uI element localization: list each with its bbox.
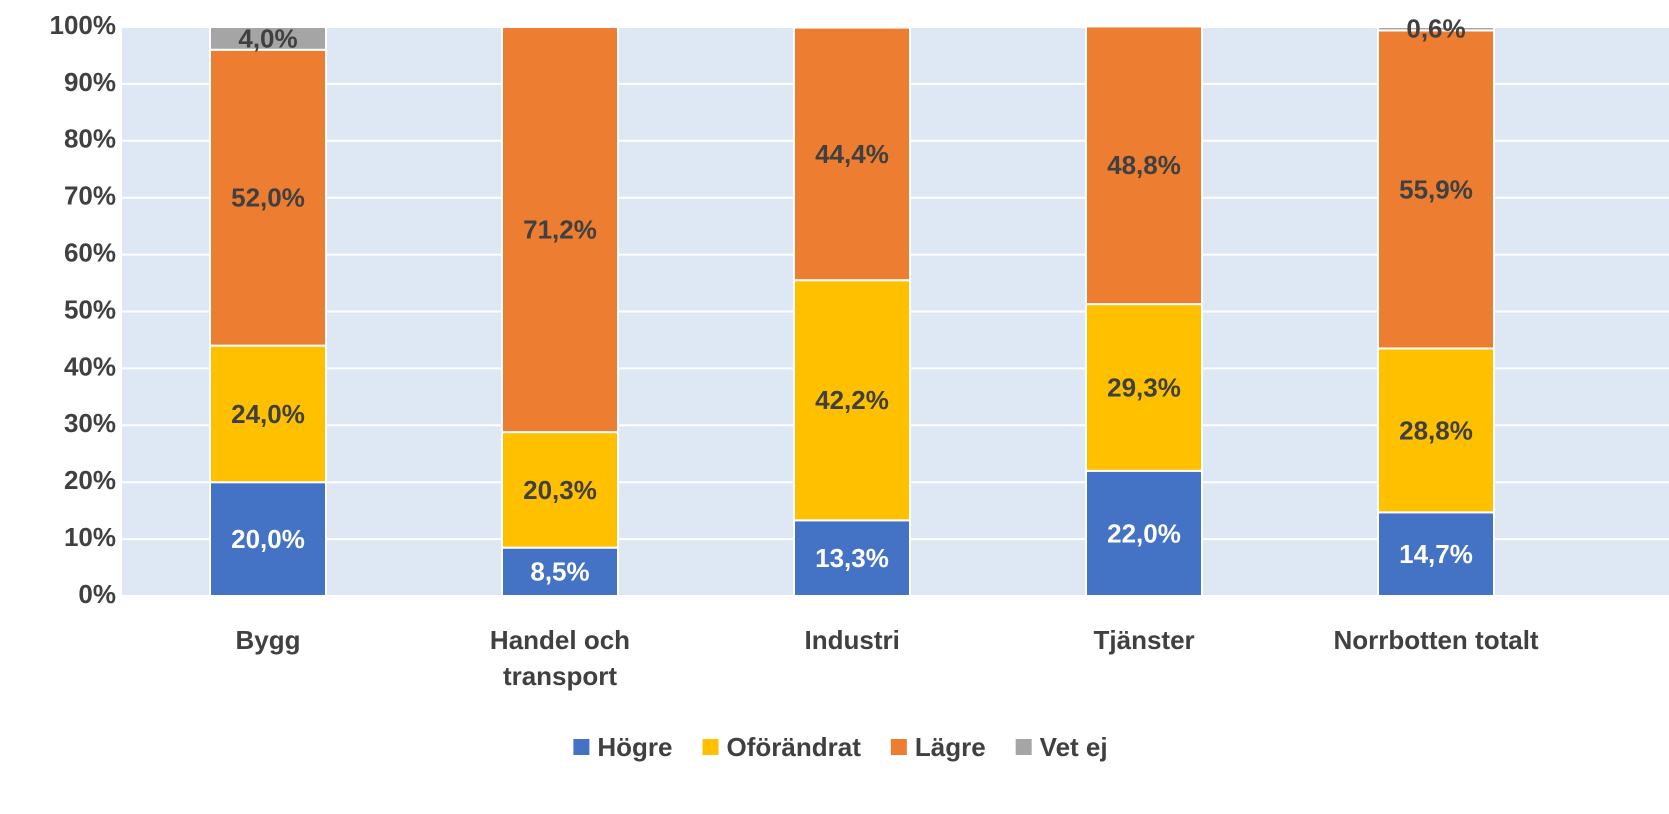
data-label: 20,3% — [523, 475, 597, 505]
bar-segment — [1377, 347, 1495, 514]
y-tick-label: 70% — [64, 181, 116, 211]
bar-segment — [209, 26, 327, 51]
bar-segment — [1085, 469, 1203, 598]
legend-swatch — [1015, 739, 1032, 755]
x-tick-label: Industri — [804, 625, 900, 655]
y-tick-label: 10% — [64, 522, 116, 552]
bar-segment — [209, 344, 327, 484]
bar-segment — [1085, 25, 1203, 306]
legend-label: Högre — [597, 732, 672, 762]
legend-label: Lägre — [915, 732, 986, 762]
x-tick-label: Norrbotten totalt — [1333, 625, 1539, 655]
bar-segment — [793, 279, 911, 522]
legend-swatch — [890, 739, 907, 755]
data-label: 29,3% — [1107, 372, 1181, 402]
y-tick-label: 90% — [64, 67, 116, 97]
data-label: 22,0% — [1107, 518, 1181, 548]
bar-segment — [1377, 29, 1495, 350]
data-label: 0,6% — [1406, 14, 1465, 44]
bar-segment — [209, 481, 327, 598]
y-tick-label: 100% — [50, 10, 117, 40]
y-tick-label: 40% — [64, 351, 116, 381]
data-label: 4,0% — [238, 23, 297, 53]
bar-segment — [793, 26, 911, 282]
bar-segment — [209, 48, 327, 347]
data-label: 42,2% — [815, 385, 889, 415]
data-label: 14,7% — [1399, 539, 1473, 569]
data-label: 13,3% — [815, 543, 889, 573]
legend-swatch — [573, 739, 590, 755]
data-label: 24,0% — [231, 399, 305, 429]
bar-segment — [501, 546, 619, 598]
data-label: 55,9% — [1399, 174, 1473, 204]
bar-segment — [501, 26, 619, 434]
y-tick-label: 50% — [64, 294, 116, 324]
data-label: 52,0% — [231, 183, 305, 213]
bar-segment — [501, 431, 619, 549]
bar-segment — [1377, 26, 1495, 32]
data-label: 28,8% — [1399, 415, 1473, 445]
y-tick-label: 0% — [78, 579, 116, 609]
legend-swatch — [702, 739, 719, 755]
x-tick-label: Tjänster — [1093, 625, 1195, 655]
data-label: 8,5% — [530, 557, 589, 587]
legend-label: Oförändrat — [727, 732, 862, 762]
data-label: 20,0% — [231, 524, 305, 554]
legend-label: Vet ej — [1040, 732, 1108, 762]
y-tick-label: 80% — [64, 124, 116, 154]
bar-segment — [1377, 511, 1495, 597]
y-tick-label: 30% — [64, 408, 116, 438]
x-tick-label: Bygg — [235, 625, 301, 655]
data-label: 48,8% — [1107, 150, 1181, 180]
data-label: 71,2% — [523, 214, 597, 244]
data-label: 44,4% — [815, 139, 889, 169]
y-tick-label: 60% — [64, 237, 116, 267]
x-tick-label: Handel och transport — [489, 625, 631, 691]
y-tick-label: 20% — [64, 465, 116, 495]
